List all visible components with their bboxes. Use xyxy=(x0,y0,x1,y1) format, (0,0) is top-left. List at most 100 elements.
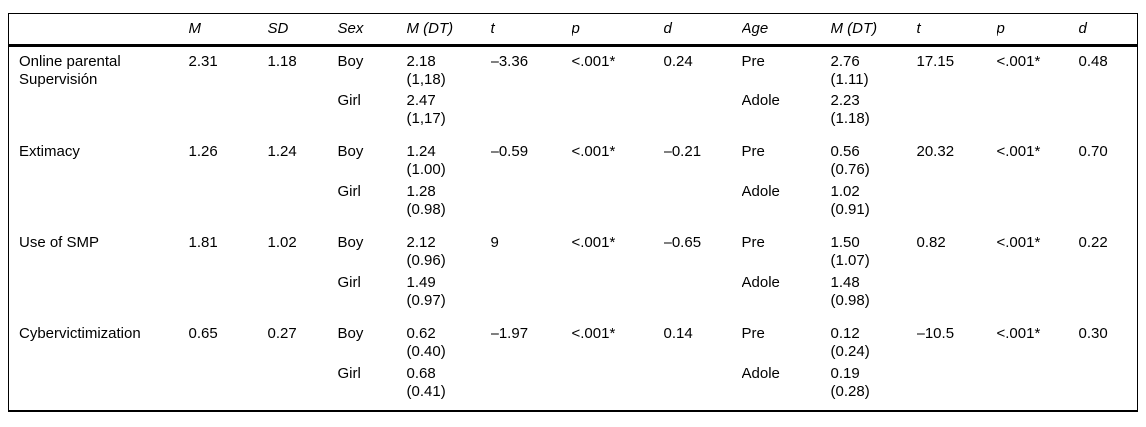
mdt-sd: (0.98) xyxy=(830,291,870,309)
cell-m xyxy=(189,90,268,137)
cell-d-sex: 0.14 xyxy=(663,324,693,342)
mdt-mean: 0.12 xyxy=(830,324,860,342)
cell-d-age xyxy=(1079,363,1138,411)
table-row: Cybervictimization 0.65 0.27 Boy 0.62 (0… xyxy=(9,319,1138,363)
mdt-sd: (1,17) xyxy=(406,109,446,127)
cell-t-sex xyxy=(491,272,572,319)
cell-mdt-age: 0.12 (0.24) xyxy=(831,319,917,363)
table-row: Extimacy 1.26 1.24 Boy 1.24 (1.00) –0.59… xyxy=(9,137,1138,181)
cell-d-age: 0.30 xyxy=(1078,324,1108,342)
cell-age-group: Adole xyxy=(741,182,780,200)
row-label: Cybervictimization xyxy=(19,324,141,342)
row-label: Use of SMP xyxy=(19,233,100,251)
cell-mdt-age: 1.48 (0.98) xyxy=(831,272,917,319)
cell-sd xyxy=(268,272,338,319)
cell-d-age: 0.22 xyxy=(1078,233,1108,251)
cell-p-sex xyxy=(572,272,664,319)
header-row: M SD Sex M (DT) t p d Age M (DT) t p d xyxy=(8,13,1138,47)
cell-t-sex: –1.97 xyxy=(490,324,529,342)
cell-sex-group: Boy xyxy=(337,324,364,342)
cell-d-sex: –0.65 xyxy=(663,233,702,251)
cell-d-sex: –0.21 xyxy=(663,142,702,160)
cell-d-age: 0.70 xyxy=(1078,142,1108,160)
cell-sd: 0.27 xyxy=(267,324,297,342)
cell-sex-group: Girl xyxy=(337,273,361,291)
cell-t-sex xyxy=(491,363,572,411)
cell-m: 1.26 xyxy=(188,142,218,160)
mdt-sd: (1.00) xyxy=(406,160,446,178)
mdt-sd: (1.07) xyxy=(830,251,870,269)
cell-mdt-age: 2.76 (1.11) xyxy=(831,46,917,90)
cell-m xyxy=(189,181,268,228)
cell-mdt-sex: 1.28 (0.98) xyxy=(407,181,491,228)
cell-t-age xyxy=(917,363,997,411)
cell-t-age xyxy=(917,181,997,228)
cell-p-age xyxy=(997,272,1079,319)
mdt-mean: 2.47 xyxy=(406,91,436,109)
cell-sd: 1.18 xyxy=(267,53,297,70)
cell-d-age xyxy=(1079,181,1138,228)
col-header-sd: SD xyxy=(267,13,338,47)
col-header-d-sex: d xyxy=(663,13,742,47)
col-header-age: Age xyxy=(741,13,831,47)
cell-t-sex: 9 xyxy=(490,233,499,251)
col-header-d-age: d xyxy=(1078,13,1138,47)
cell-t-age: 20.32 xyxy=(916,142,955,160)
cell-p-age xyxy=(997,363,1079,411)
mdt-mean: 0.19 xyxy=(830,364,860,382)
cell-t-age xyxy=(917,90,997,137)
cell-age-group: Pre xyxy=(741,53,765,70)
mdt-sd: (0.97) xyxy=(406,291,446,309)
col-header-mdt-sex: M (DT) xyxy=(406,13,491,47)
cell-sex-group: Girl xyxy=(337,91,361,109)
cell-age-group: Adole xyxy=(741,364,780,382)
mdt-sd: (0.91) xyxy=(830,200,870,218)
cell-mdt-sex: 0.68 (0.41) xyxy=(407,363,491,411)
row-label: Extimacy xyxy=(19,142,80,160)
cell-mdt-age: 1.50 (1.07) xyxy=(831,228,917,272)
cell-d-sex xyxy=(664,363,742,411)
cell-mdt-sex: 1.49 (0.97) xyxy=(407,272,491,319)
cell-m xyxy=(189,272,268,319)
cell-t-age: 17.15 xyxy=(916,53,955,70)
cell-t-sex: –3.36 xyxy=(490,53,529,70)
cell-mdt-sex: 2.12 (0.96) xyxy=(407,228,491,272)
cell-d-sex xyxy=(664,90,742,137)
corner-header xyxy=(8,13,189,47)
cell-sex-group: Boy xyxy=(337,142,364,160)
cell-p-age: <.001* xyxy=(996,324,1041,342)
col-header-t-sex: t xyxy=(490,13,572,47)
cell-age-group: Pre xyxy=(741,233,765,251)
mdt-sd: (1.18) xyxy=(830,109,870,127)
mdt-sd: (0.24) xyxy=(830,342,870,360)
col-header-t-age: t xyxy=(916,13,997,47)
cell-age-group: Pre xyxy=(741,324,765,342)
mdt-mean: 1.50 xyxy=(830,233,860,251)
mdt-mean: 0.62 xyxy=(406,324,436,342)
cell-sex-group: Girl xyxy=(337,182,361,200)
cell-t-sex xyxy=(491,90,572,137)
cell-age-group: Adole xyxy=(741,273,780,291)
mdt-mean: 2.23 xyxy=(830,91,860,109)
mdt-sd: (1,18) xyxy=(406,71,446,88)
cell-p-age xyxy=(997,181,1079,228)
table-row: Girl 0.68 (0.41) Adole 0.19 (0.28) xyxy=(9,363,1138,411)
cell-p-sex xyxy=(572,90,664,137)
mdt-mean: 0.68 xyxy=(406,364,436,382)
cell-mdt-sex: 2.18 (1,18) xyxy=(407,46,491,90)
table-row: Girl 2.47 (1,17) Adole 2.23 (1.18) xyxy=(9,90,1138,137)
col-header-mdt-age: M (DT) xyxy=(830,13,917,47)
mdt-sd: (0.76) xyxy=(830,160,870,178)
mdt-mean: 1.02 xyxy=(830,182,860,200)
cell-p-age: <.001* xyxy=(996,233,1041,251)
cell-t-sex: –0.59 xyxy=(490,142,529,160)
cell-sd xyxy=(268,90,338,137)
mdt-mean: 2.12 xyxy=(406,233,436,251)
table-row: Use of SMP 1.81 1.02 Boy 2.12 (0.96) 9 <… xyxy=(9,228,1138,272)
cell-d-age xyxy=(1079,272,1138,319)
mdt-mean: 2.76 xyxy=(830,53,860,70)
cell-m: 1.81 xyxy=(188,233,218,251)
cell-p-age: <.001* xyxy=(996,53,1041,70)
mdt-mean: 1.24 xyxy=(406,142,436,160)
cell-age-group: Pre xyxy=(741,142,765,160)
